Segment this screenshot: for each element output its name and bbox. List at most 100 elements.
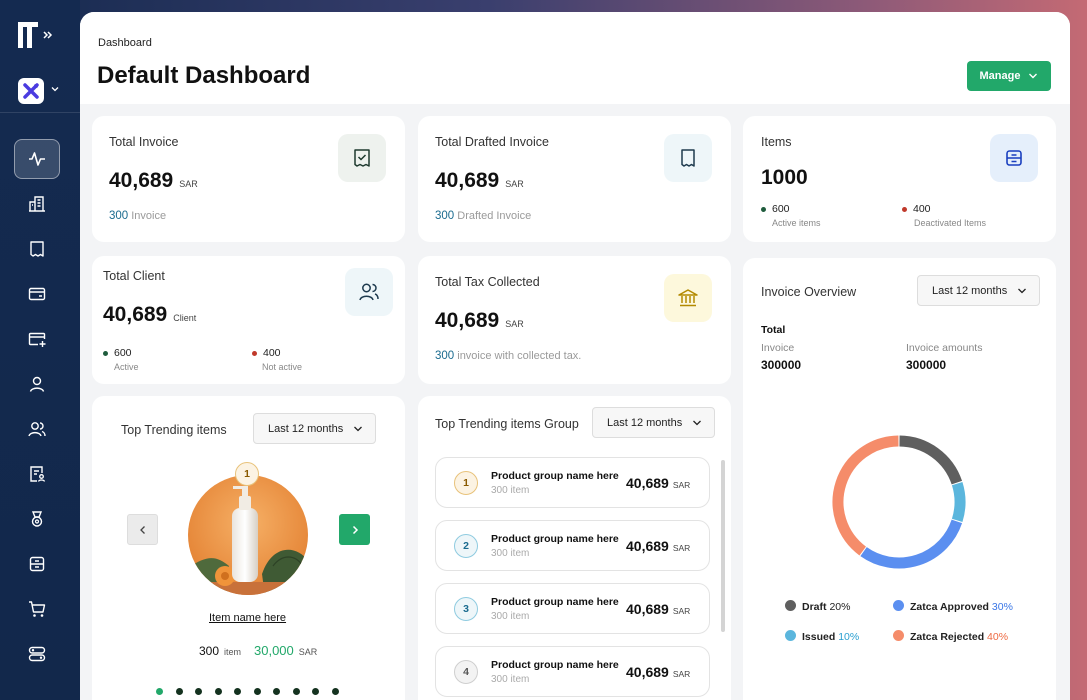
group-count: 300 item [491, 548, 530, 559]
receipt-check-icon [338, 134, 386, 182]
card-sub: 300 invoice with collected tax. [435, 350, 582, 362]
item-name-link[interactable]: Item name here [209, 612, 287, 624]
nav-profile[interactable] [14, 364, 60, 404]
scrollbar[interactable] [721, 460, 725, 632]
overview-total-label: Total [761, 324, 786, 336]
item-count: 300 item [199, 644, 242, 658]
receipt-icon [664, 134, 712, 182]
chevron-down-icon [51, 87, 59, 92]
chevron-down-icon [693, 420, 701, 425]
group-value: 40,689 SAR [626, 475, 691, 491]
nav-dashboard[interactable] [14, 139, 60, 179]
trending-period-select[interactable]: Last 12 months [253, 413, 376, 444]
group-row[interactable]: 1 Product group name here 300 item 40,68… [435, 457, 710, 508]
card-label: Total Drafted Invoice [435, 135, 549, 149]
period-label: Last 12 months [268, 422, 344, 435]
inactive-stat: 400 [902, 203, 931, 215]
archive-icon [29, 556, 45, 572]
nav-clients[interactable] [14, 409, 60, 449]
nav-invoices[interactable] [14, 229, 60, 269]
nav-payments[interactable] [14, 274, 60, 314]
card-total-drafted: Total Drafted Invoice 40,689 SAR 300 Draf… [418, 116, 731, 242]
card-label: Total Tax Collected [435, 275, 540, 289]
donut-segment-zatca-rejected [832, 435, 899, 556]
nav-reports[interactable] [14, 454, 60, 494]
breadcrumb[interactable]: Dashboard [98, 37, 152, 49]
pagination-dot[interactable] [292, 688, 300, 695]
donut-segment-draft [899, 435, 963, 485]
chevron-left-icon [139, 525, 145, 534]
main-content: Dashboard Default Dashboard Manage Total… [80, 12, 1070, 700]
card-sub: 300 Drafted Invoice [435, 210, 532, 222]
legend-issued: Issued 10% [785, 630, 859, 643]
pagination-dot[interactable] [331, 688, 339, 695]
toggle-settings-icon [28, 646, 46, 662]
donut-segment-issued [951, 482, 966, 522]
group-value: 40,689 SAR [626, 601, 691, 617]
active-stat: 600 [103, 347, 132, 359]
pagination-dot[interactable] [234, 688, 241, 695]
invoice-donut-chart [832, 435, 966, 569]
card-label: Total Client [103, 269, 165, 283]
legend-approved: Zatca Approved 30% [893, 600, 1013, 613]
pagination-dot[interactable] [312, 688, 319, 695]
cart-icon [29, 601, 46, 617]
group-count: 300 item [491, 611, 530, 622]
manage-button[interactable]: Manage [967, 61, 1051, 91]
pagination-dot[interactable] [195, 688, 202, 695]
group-row[interactable]: 2 Product group name here 300 item 40,68… [435, 520, 710, 571]
nav-awards[interactable] [14, 499, 60, 539]
nav-settings[interactable] [14, 634, 60, 674]
nav-buildings[interactable] [14, 184, 60, 224]
group-count: 300 item [491, 485, 530, 496]
nav-add-card[interactable] [14, 319, 60, 359]
group-period-select[interactable]: Last 12 months [592, 407, 715, 438]
card-value: 40,689 SAR [109, 169, 198, 192]
pagination-dot[interactable] [253, 688, 261, 695]
item-amount: 30,000 SAR [254, 643, 318, 658]
legend-rejected: Zatca Rejected 40% [893, 630, 1008, 643]
inactive-stat: 400 [252, 347, 281, 359]
active-label: Active [114, 362, 139, 372]
users-icon [345, 268, 393, 316]
card-sub: 300 Invoice [109, 210, 167, 222]
active-stat: 600 [761, 203, 790, 215]
chevron-down-icon [1018, 288, 1026, 293]
prev-button[interactable] [127, 514, 158, 545]
credit-card-icon [28, 287, 46, 301]
pagination-dot[interactable] [156, 688, 163, 695]
invoice-label: Invoice [761, 342, 795, 354]
pagination-dot[interactable] [175, 688, 183, 695]
group-row[interactable]: 4 Product group name here 300 item 40,68… [435, 646, 710, 697]
group-value: 40,689 SAR [626, 664, 691, 680]
org-logo-icon [18, 78, 44, 104]
org-switcher[interactable] [18, 78, 66, 104]
card-value: 40,689 SAR [435, 309, 524, 332]
card-add-icon [28, 332, 46, 347]
card-trending-group: Top Trending items Group Last 12 months … [418, 396, 731, 700]
card-label: Total Invoice [109, 135, 179, 149]
sidebar-divider [0, 112, 80, 113]
building-icon [29, 196, 45, 212]
overview-period-select[interactable]: Last 12 months [917, 275, 1040, 306]
nav-cart[interactable] [14, 589, 60, 629]
medal-icon [31, 511, 43, 527]
pagination-dot[interactable] [273, 688, 280, 695]
card-invoice-overview: Invoice Overview Last 12 months Total In… [743, 258, 1056, 700]
app-logo[interactable] [16, 18, 56, 54]
group-row[interactable]: 3 Product group name here 300 item 40,68… [435, 583, 710, 634]
rank-badge: 3 [454, 597, 478, 621]
next-button[interactable] [339, 514, 370, 545]
chevron-right-icon [352, 525, 358, 534]
group-count: 300 item [491, 674, 530, 685]
group-name: Product group name here [491, 533, 619, 545]
nav-items[interactable] [14, 544, 60, 584]
card-total-client: Total Client 40,689 Client 600 Active 400… [92, 256, 405, 384]
amount-value: 300000 [906, 358, 947, 372]
rank-badge: 1 [235, 462, 259, 486]
donut-segment-zatca-approved [860, 519, 963, 569]
users-icon [28, 422, 46, 437]
pagination-dot[interactable] [214, 688, 222, 695]
receipt-icon [30, 241, 44, 257]
invoice-value: 300000 [761, 358, 802, 372]
